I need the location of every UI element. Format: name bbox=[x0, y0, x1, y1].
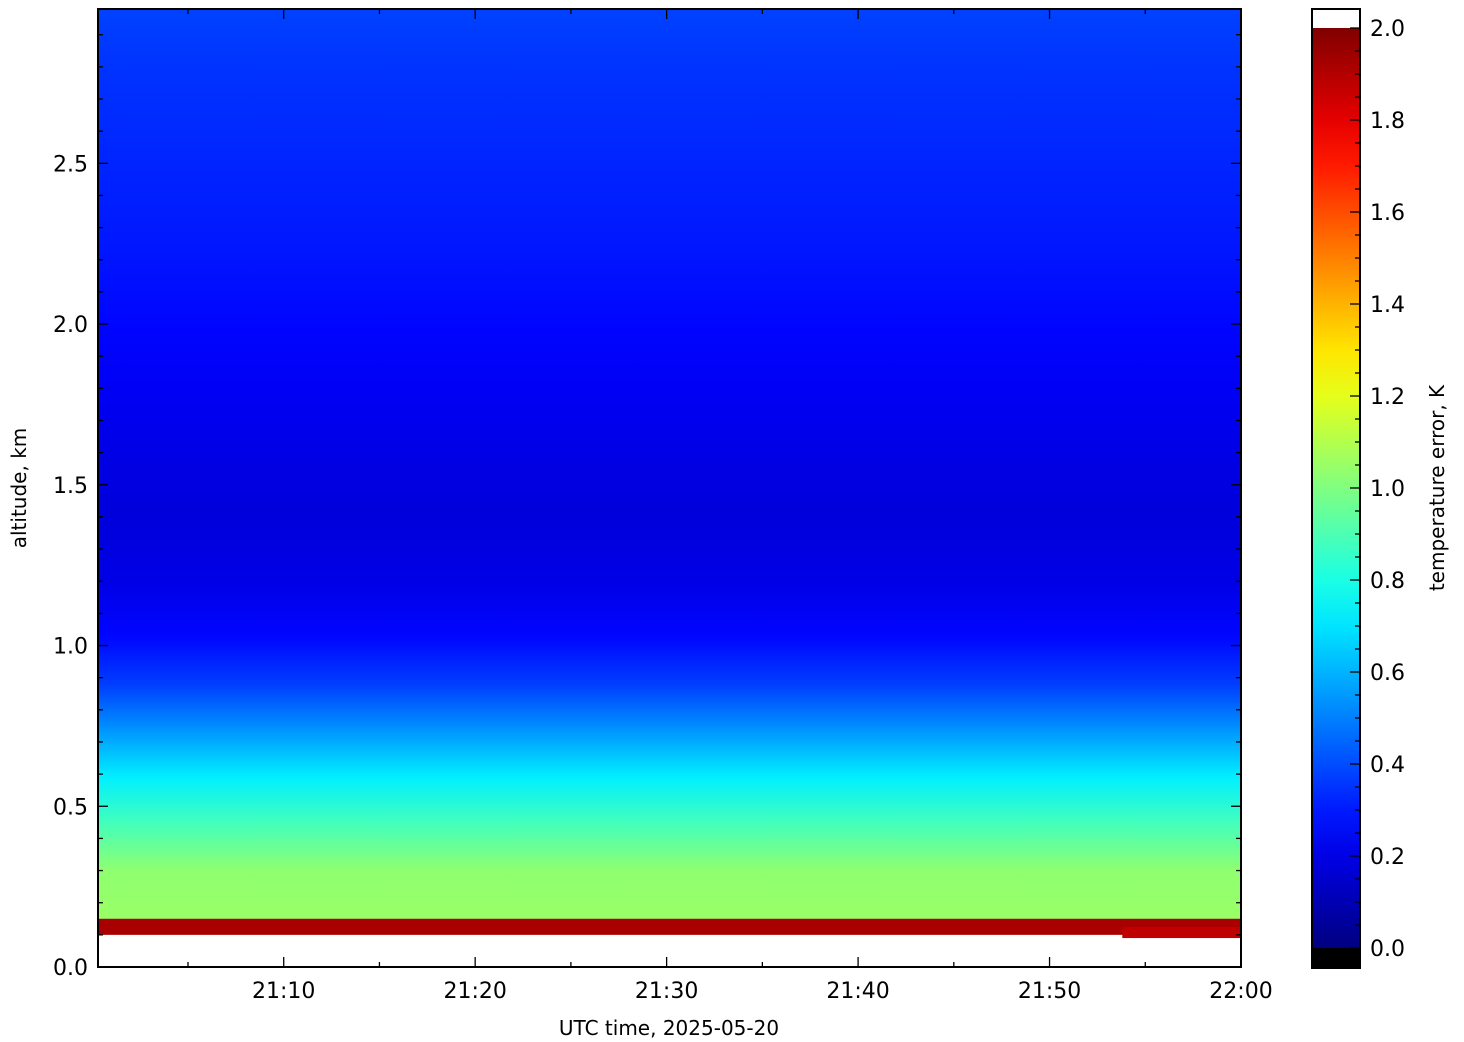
colorbar-under-cap bbox=[1312, 948, 1360, 968]
colorbar-tick-label: 1.8 bbox=[1370, 109, 1405, 134]
y-tick-label: 2.0 bbox=[53, 313, 88, 338]
colorbar-tick-label: 1.6 bbox=[1370, 201, 1405, 226]
x-tick-label: 21:50 bbox=[1018, 979, 1081, 1004]
heatmap-field bbox=[98, 9, 1241, 967]
colorbar-tick-label: 0.6 bbox=[1370, 661, 1405, 686]
colorbar-tick-label: 1.4 bbox=[1370, 293, 1405, 318]
y-tick-label: 1.5 bbox=[53, 474, 88, 499]
y-tick-label: 1.0 bbox=[53, 635, 88, 660]
y-axis-label: altitude, km bbox=[7, 428, 31, 549]
x-tick-label: 21:30 bbox=[635, 979, 698, 1004]
x-axis-label: UTC time, 2025-05-20 bbox=[559, 1016, 779, 1040]
x-tick-label: 21:10 bbox=[252, 979, 315, 1004]
colorbar-tick-label: 0.4 bbox=[1370, 753, 1405, 778]
colorbar-over-cap bbox=[1312, 9, 1360, 28]
y-tick-label: 0.0 bbox=[53, 956, 88, 981]
heatmap-late-band bbox=[1122, 926, 1241, 939]
colorbar-tick-label: 1.2 bbox=[1370, 385, 1405, 410]
colorbar-label: temperature error, K bbox=[1425, 384, 1449, 591]
x-tick-label: 21:20 bbox=[443, 979, 506, 1004]
colorbar-tick-label: 1.0 bbox=[1370, 477, 1405, 502]
colorbar-tick-label: 0.2 bbox=[1370, 845, 1405, 870]
colorbar-tick-label: 2.0 bbox=[1370, 17, 1405, 42]
x-tick-label: 21:40 bbox=[826, 979, 889, 1004]
colorbar-tick-label: 0.8 bbox=[1370, 569, 1405, 594]
colorbar-tick-label: 0.0 bbox=[1370, 937, 1405, 962]
heatmap-near-ground-band bbox=[98, 918, 1241, 935]
y-tick-label: 2.5 bbox=[53, 152, 88, 177]
heatmap-no-data-region bbox=[98, 934, 1241, 967]
x-tick-label: 22:00 bbox=[1209, 979, 1272, 1004]
plot-frame bbox=[97, 8, 1242, 968]
y-tick-label: 0.5 bbox=[53, 795, 88, 820]
